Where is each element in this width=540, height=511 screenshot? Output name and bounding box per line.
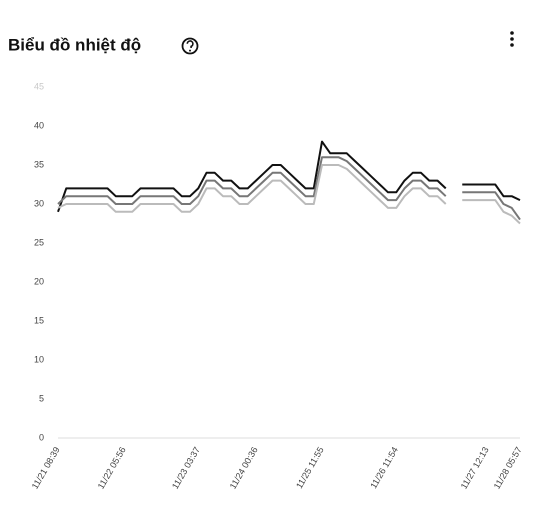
temperature-line — [57, 156, 447, 205]
y-tick-label: 0 — [39, 432, 44, 442]
y-tick-label: 40 — [34, 120, 44, 130]
temperature-line — [57, 164, 447, 213]
y-tick-label: 35 — [34, 159, 44, 169]
menu-icon[interactable] — [510, 31, 514, 47]
y-tick-label: 5 — [39, 393, 44, 403]
x-tick-label: 11/25 11:55 — [294, 445, 326, 490]
x-tick-label: 11/28 05:57 — [492, 445, 524, 491]
y-tick-label: 45 — [34, 81, 44, 91]
x-tick-label: 11/24 00:36 — [228, 445, 260, 491]
help-icon[interactable] — [181, 37, 199, 55]
x-tick-label: 11/22 05:56 — [96, 445, 128, 491]
temperature-line — [462, 199, 521, 225]
chart-title: Biểu đồ nhiệt độ — [8, 35, 141, 54]
temperature-line — [462, 183, 521, 202]
y-tick-label: 25 — [34, 237, 44, 247]
temperature-line — [57, 140, 447, 213]
x-tick-label: 11/26 11:54 — [368, 445, 400, 490]
y-tick-label: 10 — [34, 354, 44, 364]
x-tick-label: 11/23 03:37 — [170, 445, 202, 491]
y-tick-label: 20 — [34, 276, 44, 286]
y-tick-label: 15 — [34, 315, 44, 325]
x-tick-label: 11/21 08:39 — [30, 445, 62, 491]
temperature-line — [462, 191, 521, 221]
x-tick-label: 11/27 12:13 — [459, 445, 491, 491]
y-tick-label: 30 — [34, 198, 44, 208]
